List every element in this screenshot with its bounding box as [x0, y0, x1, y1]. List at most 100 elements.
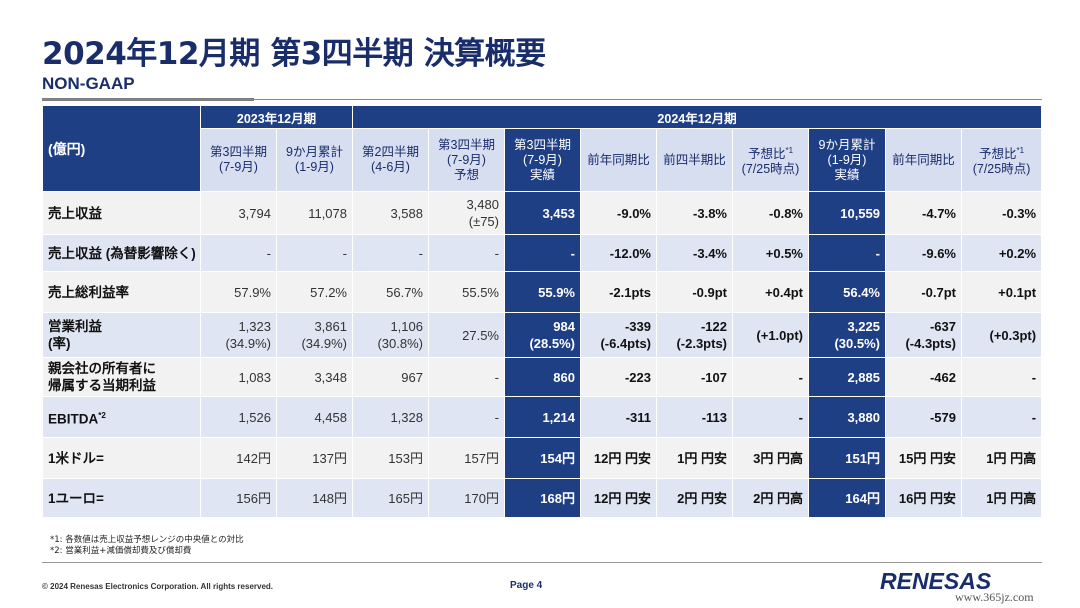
table-cell: 148円 — [276, 478, 353, 518]
table-cell: +0.4pt — [732, 271, 809, 313]
row-label: 1ユーロ= — [42, 478, 201, 518]
table-cell: -339 (-6.4pts) — [580, 312, 657, 358]
page-subtitle: NON-GAAP — [42, 74, 135, 93]
financial-summary-table: (億円) 2023年12月期 2024年12月期 第3四半期 (7-9月) 9か月累… — [42, 105, 1043, 518]
table-cell: -579 — [885, 396, 962, 438]
table-cell: -311 — [580, 396, 657, 438]
table-cell: 1,083 — [200, 357, 277, 397]
copyright-text: © 2024 Renesas Electronics Corporation. … — [42, 582, 274, 591]
column-header-row: 第3四半期 (7-9月) 9か月累計 (1-9月) 第2四半期 (4-6月) 第3四半期 (7… — [43, 128, 1043, 192]
table-row: 1米ドル= 142円 137円 153円 157円 154円 12円 円安 1円 円安 3円 円… — [42, 437, 1043, 479]
table-cell: 860 — [504, 357, 581, 397]
table-cell: 156円 — [200, 478, 277, 518]
table-cell: - — [276, 234, 353, 272]
table-cell: -0.7pt — [885, 271, 962, 313]
table-cell: - — [732, 357, 809, 397]
table-cell: - — [504, 234, 581, 272]
column-header: 第3四半期 (7-9月) 実績 — [504, 128, 581, 192]
page-number: Page 4 — [510, 580, 543, 591]
table-cell: 1,323 (34.9%) — [200, 312, 277, 358]
table-cell: -0.3% — [960, 191, 1043, 235]
table-cell: - — [960, 357, 1043, 397]
table-cell: 3,453 — [504, 191, 581, 235]
row-label: 売上収益 (為替影響除く) — [42, 234, 201, 272]
table-cell: 142円 — [200, 437, 277, 479]
table-cell: - — [352, 234, 429, 272]
table-cell: 137円 — [276, 437, 353, 479]
column-header: 予想比*1 (7/25時点) — [732, 128, 809, 192]
table-row: 1ユーロ= 156円 148円 165円 170円 168円 12円 円安 2円 円安 2円 円… — [42, 478, 1043, 518]
table-row: 親会社の所有者に 帰属する当期利益 1,083 3,348 967-860 -223 -10… — [42, 357, 1043, 397]
column-header: 前年同期比 — [580, 128, 657, 192]
table-cell: 10,559 — [808, 191, 886, 235]
table-cell: -223 — [580, 357, 657, 397]
table-cell: 164円 — [808, 478, 886, 518]
table-cell: +0.1pt — [960, 271, 1043, 313]
table-cell: -637 (-4.3pts) — [885, 312, 962, 358]
column-header: 第3四半期 (7-9月) — [200, 128, 277, 192]
column-header: 9か月累計 (1-9月) — [276, 128, 353, 192]
table-cell: -12.0% — [580, 234, 657, 272]
table-cell: 153円 — [352, 437, 429, 479]
table-cell: 56.7% — [352, 271, 429, 313]
column-header: 第2四半期 (4-6月) — [352, 128, 429, 192]
table-cell: -122 (-2.3pts) — [656, 312, 733, 358]
table-cell: 1円 円安 — [656, 437, 733, 479]
unit-label: (億円) — [42, 105, 201, 192]
table-cell: 1円 円高 — [960, 478, 1043, 518]
column-header: 第3四半期 (7-9月) 予想 — [428, 128, 505, 192]
table-row: 営業利益 (率) 1,323 (34.9%) 3,861 (34.9%) 1,106 (30.… — [42, 312, 1043, 358]
footnotes: *1: 各数値は売上収益予想レンジの中央値との対比 *2: 営業利益+減価償却費… — [50, 535, 244, 557]
row-label: 売上総利益率 — [42, 271, 201, 313]
table-cell: -9.0% — [580, 191, 657, 235]
table-cell: 3,480 (±75) — [428, 191, 505, 235]
table-cell: -107 — [656, 357, 733, 397]
table-row: EBITDA*2 1,526 4,458 1,328-1,214 -311 -113-3,… — [42, 396, 1043, 438]
footnote: *2: 営業利益+減価償却費及び償却費 — [50, 546, 192, 556]
table-cell: 1円 円高 — [960, 437, 1043, 479]
table-cell: 168円 — [504, 478, 581, 518]
table-cell: 3,861 (34.9%) — [276, 312, 353, 358]
table-cell: 165円 — [352, 478, 429, 518]
table-cell: 16円 円安 — [885, 478, 962, 518]
row-label: EBITDA*2 — [42, 396, 201, 438]
table-cell: 1,214 — [504, 396, 581, 438]
table-cell: (+1.0pt) — [732, 312, 809, 358]
table-cell: 157円 — [428, 437, 505, 479]
table-cell: 55.9% — [504, 271, 581, 313]
table-cell: 15円 円安 — [885, 437, 962, 479]
column-header: 予想比*1 (7/25時点) — [960, 128, 1043, 192]
period-header-2024: 2024年12月期 — [351, 105, 1043, 129]
table-cell: -3.4% — [656, 234, 733, 272]
table-cell: - — [428, 396, 505, 438]
table-body: 売上収益 3,794 11,078 3,588 3,480 (±75) 3,453 -9.0%… — [42, 191, 1043, 518]
table-cell: 57.2% — [276, 271, 353, 313]
table-cell: 55.5% — [428, 271, 505, 313]
table-cell: 3円 円高 — [732, 437, 809, 479]
table-cell: - — [960, 396, 1043, 438]
table-cell: -2.1pts — [580, 271, 657, 313]
table-cell: 4,458 — [276, 396, 353, 438]
table-cell: 984 (28.5%) — [504, 312, 581, 358]
row-label: 1米ドル= — [42, 437, 201, 479]
table-row: 売上総利益率 57.9% 57.2% 56.7% 55.5% 55.9% -2.1pts -0… — [42, 271, 1043, 313]
table-cell: 2円 円高 — [732, 478, 809, 518]
watermark-text: www.365jz.com — [955, 590, 1034, 604]
table-cell: 2円 円安 — [656, 478, 733, 518]
footer-divider — [42, 562, 1042, 563]
table-cell: 57.9% — [200, 271, 277, 313]
column-header: 9か月累計 (1-9月) 実績 — [808, 128, 886, 192]
table-cell: -0.8% — [732, 191, 809, 235]
row-label: 親会社の所有者に 帰属する当期利益 — [42, 357, 201, 397]
table-cell: +0.5% — [732, 234, 809, 272]
table-cell: -9.6% — [885, 234, 962, 272]
table-cell: -113 — [656, 396, 733, 438]
table-cell: 1,328 — [352, 396, 429, 438]
table-cell: 3,348 — [276, 357, 353, 397]
table-cell: -462 — [885, 357, 962, 397]
table-cell: 3,588 — [352, 191, 429, 235]
table-cell: (+0.3pt) — [960, 312, 1043, 358]
table-cell: - — [428, 357, 505, 397]
renesas-logo: RENESAS — [880, 568, 992, 594]
table-cell: 170円 — [428, 478, 505, 518]
